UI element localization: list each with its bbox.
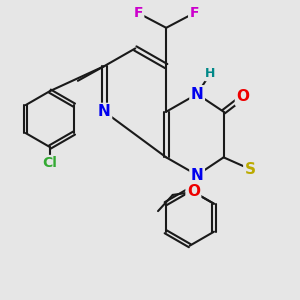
Text: S: S (244, 162, 256, 177)
Text: F: F (134, 6, 143, 20)
Text: O: O (236, 89, 249, 104)
Text: N: N (191, 167, 203, 182)
Text: Cl: Cl (43, 156, 57, 170)
Text: N: N (191, 87, 203, 102)
Text: O: O (187, 184, 200, 200)
Text: F: F (189, 6, 199, 20)
Text: N: N (98, 104, 111, 119)
Text: H: H (205, 67, 215, 80)
